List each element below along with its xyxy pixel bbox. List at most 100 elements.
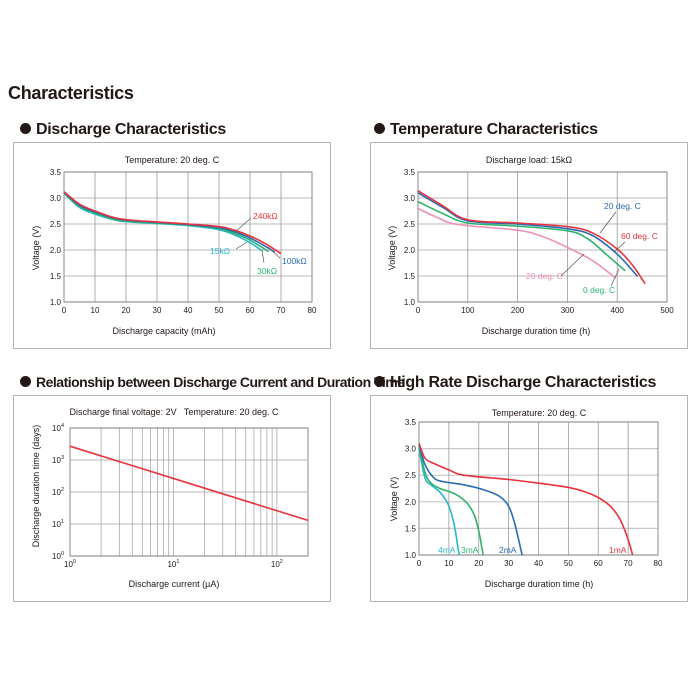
y-tick-label: 3.0 xyxy=(405,445,417,454)
annotation-30k: 30kΩ xyxy=(257,266,277,276)
page-title: Characteristics xyxy=(8,83,134,103)
y-tick-label: 3.5 xyxy=(50,168,62,177)
leader-line xyxy=(267,246,281,259)
series-line-60-deg-c xyxy=(417,190,646,285)
y-tick-label: 1.0 xyxy=(404,298,416,307)
x-tick-label: 80 xyxy=(654,559,663,568)
temperature-chart: Discharge load: 15kΩ 0 100 200 300 400 500 1.0… xyxy=(387,155,674,336)
grid xyxy=(63,171,313,303)
x-tick-label: 70 xyxy=(624,559,633,568)
grid xyxy=(418,421,659,556)
series-group xyxy=(418,443,634,556)
temperature-chart-panel: Discharge load: 15kΩ 0 100 200 300 400 500 1.0… xyxy=(370,142,688,349)
y-tick-label: 2.0 xyxy=(405,498,417,507)
y-tick-label: 2.5 xyxy=(404,220,416,229)
y-tick-label: 2.0 xyxy=(50,246,62,255)
discharge-chart-panel: Temperature: 20 deg. C 0 10 20 30 40 50 60 70 80… xyxy=(13,142,331,349)
annotation-3ma: 3mA xyxy=(461,545,479,555)
bullet-icon xyxy=(374,123,385,134)
x-tick-label: 200 xyxy=(511,306,525,315)
y-tick-label: 100 xyxy=(52,551,64,561)
annotation-240k: 240kΩ xyxy=(253,211,278,221)
series-line-1ma xyxy=(418,443,634,556)
annotation-minus20c: −20 deg. C xyxy=(521,271,563,281)
x-tick-label: 30 xyxy=(153,306,162,315)
annotation-60c: 60 deg. C xyxy=(621,231,658,241)
series-line-3ma xyxy=(418,445,484,556)
y-tick-label: 2.5 xyxy=(405,471,417,480)
series-group xyxy=(69,445,309,522)
discharge-chart: Temperature: 20 deg. C 0 10 20 30 40 50 60 70 80… xyxy=(31,155,317,336)
x-tick-label: 60 xyxy=(246,306,255,315)
x-axis-label: Discharge capacity (mAh) xyxy=(112,326,215,336)
section-title-temperature: Temperature Characteristics xyxy=(374,121,598,139)
x-axis-label: Discharge current (µA) xyxy=(129,579,220,589)
grid xyxy=(417,171,668,303)
x-tick-label: 50 xyxy=(564,559,573,568)
x-tick-label: 60 xyxy=(594,559,603,568)
y-tick-label: 3.5 xyxy=(404,168,416,177)
high-rate-chart-panel: Temperature: 20 deg. C 0 10 20 30 40 50 60 70 80… xyxy=(370,395,688,602)
series-group xyxy=(63,191,282,255)
y-tick-label: 102 xyxy=(52,487,64,497)
x-tick-label: 400 xyxy=(611,306,625,315)
x-tick-label: 20 xyxy=(474,559,483,568)
x-tick-label: 0 xyxy=(416,306,421,315)
chart-title: Discharge final voltage: 2V Temperature:… xyxy=(70,407,279,417)
chart-title: Discharge load: 15kΩ xyxy=(486,155,573,165)
bullet-icon xyxy=(20,123,31,134)
y-tick-label: 1.5 xyxy=(405,524,417,533)
annotation-2ma: 2mA xyxy=(499,545,517,555)
x-tick-label: 30 xyxy=(504,559,513,568)
y-tick-label: 103 xyxy=(52,455,64,465)
x-tick-label: 20 xyxy=(122,306,131,315)
x-tick-label: 100 xyxy=(64,559,76,569)
section-title-relationship: Relationship between Discharge Current a… xyxy=(20,374,405,390)
chart-title: Temperature: 20 deg. C xyxy=(492,408,587,418)
x-axis-label: Discharge duration time (h) xyxy=(485,579,594,589)
x-tick-label: 40 xyxy=(534,559,543,568)
annotation-15k: 15kΩ xyxy=(210,246,230,256)
chart-title: Temperature: 20 deg. C xyxy=(125,155,220,165)
tick-labels: 0 10 20 30 40 50 60 70 80 1.0 1.5 2.0 2.5 3.0 3.5 xyxy=(405,418,663,568)
bullet-icon xyxy=(20,376,31,387)
grid xyxy=(69,427,309,557)
series-line--20-deg-c xyxy=(417,207,617,279)
annotation-100k: 100kΩ xyxy=(282,256,307,266)
leader-line xyxy=(234,217,252,233)
leader-line xyxy=(235,241,248,250)
current-duration-chart-panel: Discharge final voltage: 2V Temperature:… xyxy=(13,395,331,602)
leader-line xyxy=(599,211,617,234)
x-tick-label: 101 xyxy=(167,559,179,569)
x-tick-label: 10 xyxy=(91,306,100,315)
x-tick-label: 500 xyxy=(660,306,674,315)
x-tick-label: 40 xyxy=(184,306,193,315)
section-title-text: Discharge Characteristics xyxy=(36,121,226,138)
section-title-text: Temperature Characteristics xyxy=(390,121,598,138)
x-tick-label: 300 xyxy=(561,306,575,315)
bullet-icon xyxy=(374,376,385,387)
y-tick-label: 3.0 xyxy=(404,194,416,203)
current-duration-chart: Discharge final voltage: 2V Temperature:… xyxy=(31,407,309,589)
series-line-4ma xyxy=(418,448,461,556)
annotations: 240kΩ 15kΩ 100kΩ 30kΩ xyxy=(210,211,307,276)
x-axis-label: Discharge duration time (h) xyxy=(482,326,591,336)
leader-line xyxy=(610,268,620,287)
plot-frame xyxy=(418,421,659,556)
annotations: 4mA 3mA 2mA 1mA xyxy=(438,545,627,555)
x-tick-label: 102 xyxy=(271,559,283,569)
series-line-2ma xyxy=(418,444,523,556)
section-title-text: Relationship between Discharge Current a… xyxy=(36,374,405,390)
tick-labels: 0 100 200 300 400 500 1.0 1.5 2.0 2.5 3.0 3.5 xyxy=(404,168,674,315)
x-tick-label: 0 xyxy=(417,559,422,568)
y-axis-label: Voltage (V) xyxy=(389,477,399,522)
series-line-0-deg-c xyxy=(417,200,626,272)
section-title-discharge: Discharge Characteristics xyxy=(20,121,226,139)
x-tick-label: 80 xyxy=(308,306,317,315)
series-line-duration xyxy=(69,445,309,522)
y-tick-label: 3.5 xyxy=(405,418,417,427)
annotation-4ma: 4mA xyxy=(438,545,456,555)
y-axis-label: Discharge duration time (days) xyxy=(31,425,41,548)
y-tick-label: 104 xyxy=(52,423,64,433)
x-tick-label: 0 xyxy=(62,306,67,315)
